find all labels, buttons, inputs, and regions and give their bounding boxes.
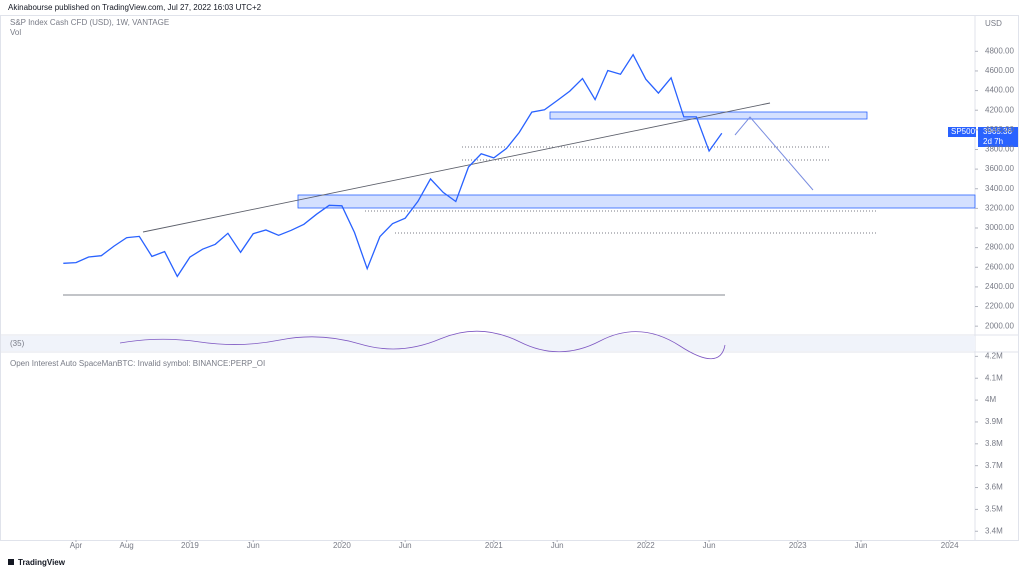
subtitle: Vol	[10, 28, 21, 37]
trend-line	[142, 102, 771, 233]
rsi-line	[119, 330, 726, 360]
y-tick-label: 3400.00	[985, 184, 1014, 193]
y-tick-label: 3.6M	[985, 483, 1003, 492]
y-tick-label: 3600.00	[985, 164, 1014, 173]
chart-title: S&P Index Cash CFD (USD), 1W, VANTAGE	[10, 18, 169, 27]
zone	[297, 194, 976, 209]
x-tick-label: 2021	[485, 541, 503, 550]
symbol-tag	[948, 127, 976, 137]
frame	[0, 15, 1019, 541]
x-tick-label: 2019	[181, 541, 199, 550]
logo	[8, 559, 14, 565]
x-tick-label: 2020	[333, 541, 351, 550]
projection	[734, 116, 814, 191]
y-tick-label: 4.1M	[985, 373, 1003, 382]
y-tick-label: 4M	[985, 395, 996, 404]
x-tick-label: Jun	[703, 541, 716, 550]
y-tick-label: 3.4M	[985, 526, 1003, 535]
x-tick-label: Apr	[70, 541, 83, 550]
footer: TradingView	[18, 558, 66, 567]
y-tick-label: 2800.00	[985, 243, 1014, 252]
x-tick-label: Jun	[247, 541, 260, 550]
y-tick-label: 3.8M	[985, 439, 1003, 448]
y-tick-label: 3.9M	[985, 417, 1003, 426]
y-tick-label: 4.2M	[985, 351, 1003, 360]
y-tick-label: 4800.00	[985, 46, 1014, 55]
y-tick-label: 3800.00	[985, 145, 1014, 154]
x-tick-label: 2024	[941, 541, 959, 550]
y-tick-label: 3.7M	[985, 461, 1003, 470]
x-tick-label: Jun	[399, 541, 412, 550]
price-tag	[978, 127, 1018, 147]
currency: USD	[985, 19, 1002, 28]
y-tick-label: 2000.00	[985, 321, 1014, 330]
x-tick-label: Jun	[855, 541, 868, 550]
y-tick-label: 4400.00	[985, 86, 1014, 95]
y-tick-label: 3200.00	[985, 203, 1014, 212]
price-line	[63, 53, 723, 278]
pane-title: Open Interest Auto SpaceManBTC: Invalid …	[10, 359, 265, 368]
countdown: 2d 7h	[983, 137, 1003, 146]
y-tick-label: 2200.00	[985, 302, 1014, 311]
y-tick-label: 4000.00	[985, 125, 1014, 134]
x-tick-label: Jun	[551, 541, 564, 550]
x-tick-label: 2022	[637, 541, 655, 550]
last-price: 3965.36	[983, 127, 1012, 136]
indicator-label: (35)	[10, 339, 25, 348]
rsi-pane	[1, 336, 975, 351]
x-tick-label: 2023	[789, 541, 807, 550]
header: Akinabourse published on TradingView.com…	[8, 3, 262, 12]
y-tick-label: 3000.00	[985, 223, 1014, 232]
y-tick-label: 4600.00	[985, 66, 1014, 75]
x-tick-label: Aug	[120, 541, 134, 550]
y-tick-label: 3.5M	[985, 505, 1003, 514]
symbol: SP500	[951, 127, 976, 136]
y-tick-label: 4200.00	[985, 105, 1014, 114]
y-tick-label: 2400.00	[985, 282, 1014, 291]
y-tick-label: 2600.00	[985, 262, 1014, 271]
